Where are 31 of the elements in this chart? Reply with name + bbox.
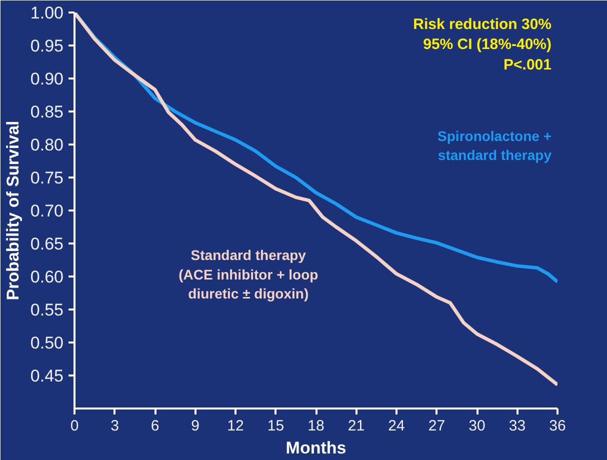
y-tick-label: 0.75 xyxy=(30,168,64,188)
series-label: Standard therapy (ACE inhibitor + loop diuretic ± digoxin) xyxy=(178,247,318,302)
y-tick-label: 0.50 xyxy=(30,334,64,352)
y-tick-label: 0.70 xyxy=(30,202,64,220)
x-tick-label: 24 xyxy=(388,418,405,434)
text: Spironolactone + standard therapy xyxy=(438,128,552,163)
line-series xyxy=(74,12,558,386)
x-tick-label: 27 xyxy=(428,418,446,434)
x-axis-title: Months xyxy=(286,438,346,458)
x-tick-label: 21 xyxy=(348,418,365,434)
y-tick-label: 0.80 xyxy=(30,136,64,154)
y-tick-label: 0.65 xyxy=(30,234,64,254)
x-tick-label: 15 xyxy=(267,418,284,434)
x-tick-label: 9 xyxy=(191,418,200,434)
y-tick-label: 0.45 xyxy=(30,366,64,386)
x-tick-label: 6 xyxy=(150,418,160,434)
x-tick-label: 3 xyxy=(110,418,119,434)
y-tick-label: 1.00 xyxy=(30,4,64,22)
x-tick-label: 18 xyxy=(308,418,324,434)
y-tick-label: 0.55 xyxy=(30,300,64,320)
x-tick-label: 12 xyxy=(227,418,244,434)
x-tick-label: 33 xyxy=(508,418,526,434)
annotation: Risk reduction 30% 95% CI (18%-40%) P<.001 xyxy=(413,16,552,74)
x-tick-label: 0 xyxy=(70,418,79,434)
y-tick-label: 0.60 xyxy=(30,268,64,286)
y-tick-label: 0.85 xyxy=(30,102,64,122)
y-tick-label: 0.95 xyxy=(30,36,64,56)
y-tick-label: 0.90 xyxy=(30,70,64,88)
x-tick-label: 30 xyxy=(468,418,486,434)
x-tick-label: 36 xyxy=(549,418,566,434)
y-axis-title: Probability of Survival xyxy=(3,120,22,300)
